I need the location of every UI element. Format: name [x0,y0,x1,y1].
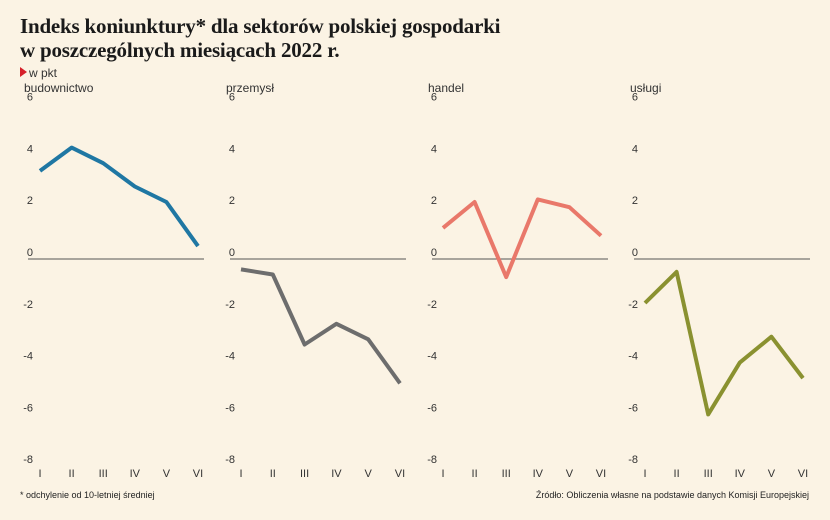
x-tick-label: V [163,468,171,480]
y-tick-label: -6 [23,402,33,414]
y-tick-label: 4 [632,143,638,155]
y-tick-label: -4 [225,351,235,363]
y-tick-label: 4 [229,143,235,155]
footnote: * odchylenie od 10-letniej średniej [20,490,155,500]
series-line [643,269,805,417]
y-tick-label: -2 [628,299,638,311]
y-tick-label: 4 [431,143,437,155]
y-tick-label: 0 [27,247,33,259]
y-tick-label: 6 [431,92,437,104]
y-tick-label: 0 [632,247,638,259]
panel-title: przemysł [226,81,274,95]
x-tick-label: IV [735,468,746,480]
y-tick-label: 6 [632,92,638,104]
x-tick-label: II [69,468,75,480]
unit-marker-icon [20,67,27,77]
x-tick-label: II [674,468,680,480]
x-tick-label: VI [798,468,808,480]
x-tick-label: I [441,468,444,480]
series-line [240,267,402,385]
x-tick-label: III [704,468,713,480]
y-tick-label: 2 [229,195,235,207]
y-tick-label: 6 [229,92,235,104]
x-tick-label: I [239,468,242,480]
x-tick-label: IV [331,468,342,480]
x-tick-label: VI [193,468,203,480]
panel-title: budownictwo [24,81,94,95]
x-tick-label: V [768,468,776,480]
y-tick-label: 0 [431,247,437,259]
y-tick-label: -8 [225,454,235,466]
x-tick-label: IV [533,468,544,480]
y-tick-label: -6 [628,402,638,414]
x-tick-label: III [300,468,309,480]
y-tick-label: -6 [427,402,437,414]
y-tick-label: 4 [27,143,33,155]
y-tick-label: -2 [225,299,235,311]
panel-title: handel [428,81,464,95]
series-line [441,197,603,280]
y-tick-label: -8 [23,454,33,466]
x-tick-label: V [365,468,373,480]
y-tick-label: 6 [27,92,33,104]
y-tick-label: -4 [427,351,437,363]
x-tick-label: VI [395,468,405,480]
y-tick-label: -8 [427,454,437,466]
panel-title: usługi [630,81,661,95]
x-tick-label: II [270,468,276,480]
y-tick-label: 2 [431,195,437,207]
y-tick-label: -2 [23,299,33,311]
source-note: Źródło: Obliczenia własne na podstawie d… [535,490,809,500]
y-tick-label: -8 [628,454,638,466]
y-tick-label: -4 [628,351,638,363]
y-tick-label: -6 [225,402,235,414]
unit-label: w pkt [20,66,57,80]
x-tick-label: II [472,468,478,480]
chart-title: Indeks koniunktury* dla sektorów polskie… [20,14,800,62]
y-tick-label: 0 [229,247,235,259]
y-tick-label: 2 [27,195,33,207]
chart-title-line-1: Indeks koniunktury* dla sektorów polskie… [20,14,501,38]
x-tick-label: I [643,468,646,480]
x-tick-label: V [566,468,574,480]
x-tick-label: III [502,468,511,480]
y-tick-label: 2 [632,195,638,207]
chart-title-line-2: w poszczególnych miesiącach 2022 r. [20,38,340,62]
series-line [38,145,200,248]
unit-text: w pkt [29,66,58,80]
y-tick-label: -4 [23,351,33,363]
x-tick-label: I [38,468,41,480]
x-tick-label: IV [130,468,141,480]
x-tick-label: III [99,468,108,480]
y-tick-label: -2 [427,299,437,311]
x-tick-label: VI [596,468,606,480]
